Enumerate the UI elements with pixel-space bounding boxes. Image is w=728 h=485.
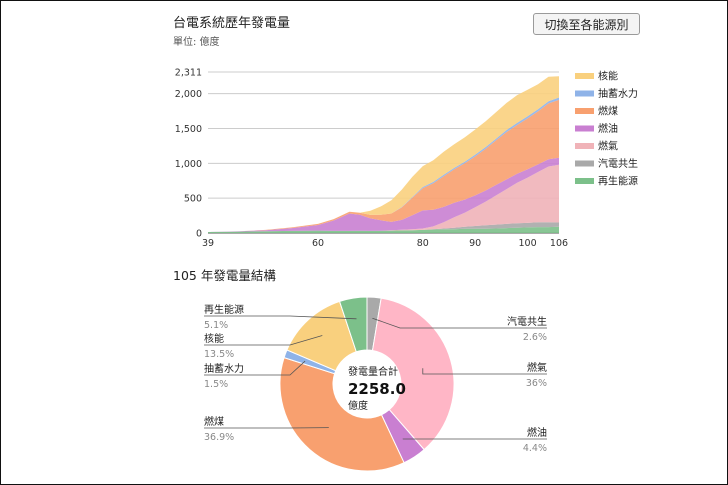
y-tick-label: 2,000	[175, 89, 202, 100]
unit-label: 單位: 億度	[173, 37, 220, 48]
legend-swatch	[575, 108, 594, 114]
pie-label-percent: 36%	[526, 378, 547, 389]
legend-label: 再生能源	[598, 175, 638, 188]
pie-label-name: 抽蓄水力	[204, 362, 244, 375]
pie-heading: 105 年發電量結構	[173, 268, 276, 283]
pie-label-name: 核能	[204, 332, 224, 345]
pie-label-name: 燃油	[527, 426, 547, 439]
y-tick-label: 1,500	[175, 124, 202, 135]
legend-label: 抽蓄水力	[598, 87, 638, 100]
legend-label: 燃煤	[598, 105, 618, 118]
pie-leader-line	[422, 368, 547, 375]
stacked-area-chart: 0 500 1,000 1,500 2,000 2,311 39 60 80 90 100 106	[175, 68, 568, 250]
legend-swatch	[575, 73, 594, 79]
y-tick-label: 500	[184, 194, 202, 205]
legend-swatch	[575, 178, 594, 184]
legend-label: 燃氣	[598, 140, 618, 153]
legend-swatch	[575, 90, 594, 97]
x-tick-label: 106	[550, 238, 568, 249]
pie-leader-line	[372, 317, 547, 329]
area-series-汽電共生	[208, 222, 559, 232]
y-tick-label: 2,311	[175, 68, 202, 79]
pie-label-percent: 4.4%	[523, 443, 547, 454]
legend-swatch	[575, 160, 594, 167]
pie-slice-燃氣	[371, 297, 455, 451]
pie-label-name: 燃氣	[527, 361, 547, 374]
pie-leader-line	[204, 315, 357, 320]
x-tick-label: 90	[469, 238, 481, 249]
legend-swatch	[575, 125, 594, 132]
area-series-燃油	[208, 157, 559, 232]
toggle-energy-source-button[interactable]: 切換至各能源別	[533, 13, 640, 35]
area-series-再生能源	[208, 226, 559, 233]
legend-label: 燃油	[598, 122, 618, 135]
pie-leader-line	[204, 335, 323, 346]
pie-label-name: 燃煤	[204, 415, 224, 428]
donut-center-total: 2258.0	[348, 380, 406, 398]
y-tick-label: 1,000	[175, 159, 202, 170]
area-series-核能	[208, 76, 559, 232]
x-tick-label: 60	[312, 238, 324, 249]
chart-title: 台電系統歷年發電量	[173, 16, 291, 31]
pie-label-percent: 36.9%	[204, 432, 234, 443]
legend-label: 汽電共生	[598, 157, 638, 170]
x-tick-label: 100	[518, 238, 536, 249]
area-series-燃氣	[208, 164, 559, 232]
pie-label-name: 再生能源	[204, 303, 244, 316]
pie-leader-line	[204, 360, 306, 376]
pie-label-percent: 5.1%	[204, 320, 228, 331]
pie-label-name: 汽電共生	[507, 315, 547, 328]
pie-slice-再生能源	[338, 296, 368, 353]
x-tick-label: 39	[202, 238, 214, 249]
donut-chart: 汽電共生 2.6% 燃氣 36% 燃油 4.4% 燃煤 36.9% 抽蓄水力 1.5% 核能 13.5…	[204, 296, 547, 472]
area-series-燃煤	[208, 99, 559, 233]
legend-label: 核能	[598, 70, 618, 83]
pie-slice-燃煤	[279, 357, 405, 472]
x-tick-label: 80	[417, 238, 429, 249]
y-tick-label: 0	[196, 229, 202, 240]
pie-label-percent: 13.5%	[204, 349, 234, 360]
pie-label-percent: 2.6%	[523, 332, 547, 343]
donut-center-unit: 億度	[348, 399, 368, 412]
pie-label-percent: 1.5%	[204, 379, 228, 390]
legend-swatch	[575, 143, 594, 149]
donut-center-label: 發電量合計	[348, 365, 398, 378]
